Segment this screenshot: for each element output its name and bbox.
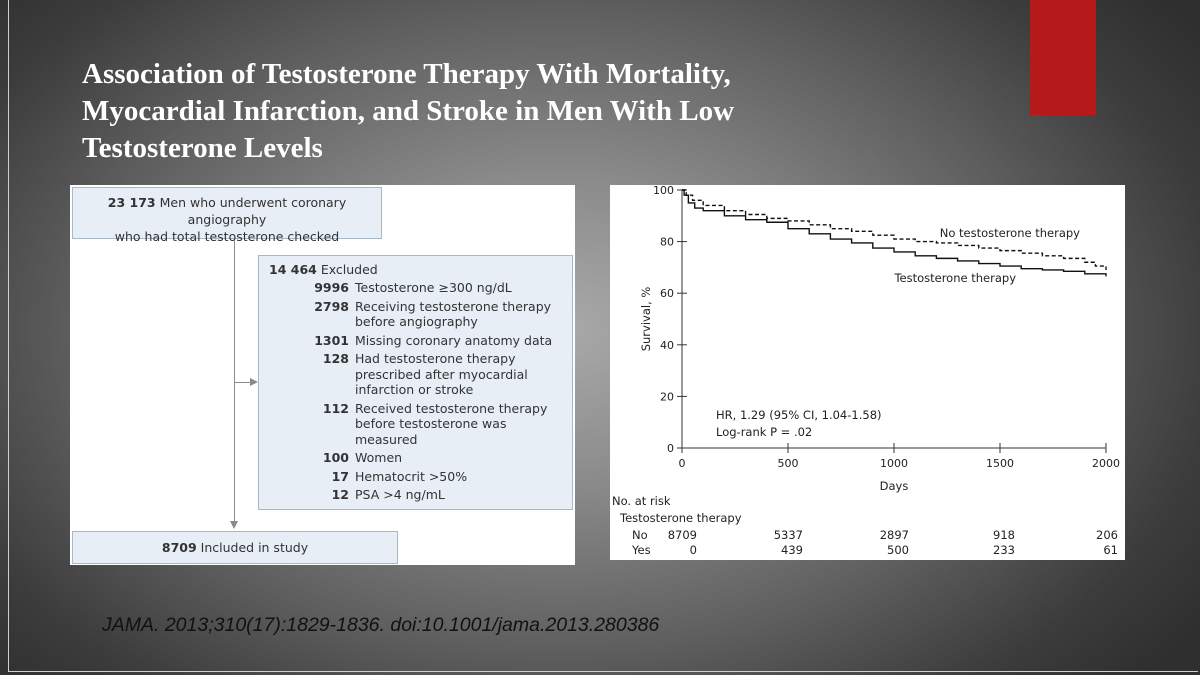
flow-arrowhead-right-icon: [250, 378, 258, 386]
risk-cell: 439: [781, 543, 803, 557]
series-label-no-testosterone: No testosterone therapy: [940, 226, 1080, 240]
y-tick-label: 40: [660, 339, 674, 352]
risk-cell: 2897: [880, 528, 909, 542]
excluded-item-count: 9996: [314, 280, 349, 295]
risk-cell: 0: [690, 543, 697, 557]
excluded-item-text: Hematocrit >50%: [355, 468, 468, 484]
x-tick-label: 2000: [1092, 457, 1120, 470]
risk-row-label: Yes: [631, 543, 651, 557]
risk-cell: 5337: [774, 528, 803, 542]
excluded-item-text: Had testosterone therapy prescribed afte…: [355, 351, 528, 397]
enrolled-line1: Men who underwent coronary angiography: [159, 195, 347, 227]
risk-cell: 8709: [668, 528, 697, 542]
slide-border: [8, 0, 1198, 672]
x-tick-label: 500: [778, 457, 799, 470]
excluded-item-count: 100: [322, 450, 349, 465]
excluded-item-text: PSA >4 ng/mL: [355, 487, 445, 502]
risk-cell: 500: [887, 543, 909, 557]
y-tick-label: 60: [660, 287, 674, 300]
title-line-2: Myocardial Infarction, and Stroke in Men…: [82, 95, 735, 127]
y-tick-label: 20: [660, 390, 674, 403]
x-tick-label: 0: [679, 457, 686, 470]
excluded-item: 112 Received testosterone therapy before …: [269, 401, 572, 448]
series-testosterone-line: [682, 189, 1107, 277]
excluded-item-text: Received testosterone therapy before tes…: [355, 400, 548, 447]
citation: JAMA. 2013;310(17):1829-1836. doi:10.100…: [102, 614, 660, 636]
x-tick-label: 1000: [880, 457, 908, 470]
series-no-testosterone-line: [682, 189, 1107, 270]
excluded-label: Excluded: [320, 262, 378, 277]
risk-cell: 233: [993, 543, 1015, 557]
excluded-item: 2798 Receiving testosterone therapy befor…: [269, 299, 572, 330]
included-label: Included in study: [200, 540, 309, 555]
enrolled-box: 23 173 Men who underwent coronary angiog…: [72, 187, 382, 244]
excluded-item-count: 128: [322, 351, 349, 366]
y-tick-label: 80: [660, 236, 674, 249]
risk-cell: 61: [1103, 543, 1118, 557]
flow-connector-vertical: [234, 240, 235, 523]
enrolled-line2: who had total testosterone checked: [114, 229, 340, 244]
x-axis-label: Days: [880, 479, 909, 493]
excluded-item: 9996 Testosterone ≥300 ng/dL: [269, 280, 572, 296]
excluded-item: 12 PSA >4 ng/mL: [269, 487, 572, 503]
annotation-logrank: Log-rank P = .02: [716, 425, 812, 439]
flow-diagram: 23 173 Men who underwent coronary angiog…: [70, 185, 575, 565]
risk-row-label: No: [632, 528, 648, 542]
risk-table-subtitle: Testosterone therapy: [619, 511, 742, 525]
accent-bar: [1030, 0, 1096, 115]
excluded-item: 100 Women: [269, 450, 572, 466]
title-line-3: Testosterone Levels: [82, 132, 323, 164]
annotation-hr: HR, 1.29 (95% CI, 1.04-1.58): [716, 408, 882, 422]
excluded-item-count: 17: [331, 468, 349, 484]
survival-chart: 0 20 40 60 80 100 0 500 1000 1500 2000 Days Survival…: [610, 185, 1125, 560]
y-axis-label: Survival, %: [639, 287, 653, 352]
x-tick-label: 1500: [986, 457, 1014, 470]
flow-arrowhead-down-icon: [230, 521, 238, 529]
y-tick-label: 0: [667, 442, 674, 455]
excluded-item-text: Receiving testosterone therapy before an…: [355, 298, 552, 330]
excluded-item-text: Missing coronary anatomy data: [355, 332, 553, 348]
excluded-item-count: 1301: [314, 332, 349, 348]
enrolled-count: 23 173: [107, 195, 156, 210]
y-tick-label: 100: [653, 185, 674, 197]
excluded-item: 128 Had testosterone therapy prescribed a…: [269, 351, 572, 398]
slide-title: Association of Testosterone Therapy With…: [82, 56, 982, 167]
excluded-item-count: 12: [331, 487, 349, 502]
excluded-item: 1301 Missing coronary anatomy data: [269, 333, 572, 349]
included-box: 8709 Included in study: [72, 531, 398, 564]
risk-table-title: No. at risk: [612, 494, 671, 508]
flow-connector-horizontal: [235, 382, 251, 383]
excluded-item-text: Women: [355, 450, 403, 465]
risk-cell: 206: [1096, 528, 1118, 542]
risk-cell: 918: [993, 528, 1015, 542]
title-line-1: Association of Testosterone Therapy With…: [82, 58, 731, 90]
excluded-list: 9996 Testosterone ≥300 ng/dL 2798 Receiving…: [269, 280, 572, 503]
excluded-item: 17 Hematocrit >50%: [269, 469, 572, 485]
excluded-item-count: 2798: [314, 298, 349, 314]
excluded-box: 14 464 Excluded 9996 Testosterone ≥300 ng…: [258, 255, 573, 510]
series-label-testosterone: Testosterone therapy: [893, 271, 1016, 285]
excluded-item-text: Testosterone ≥300 ng/dL: [355, 280, 512, 295]
included-count: 8709: [161, 540, 197, 555]
excluded-count: 14 464: [269, 262, 317, 277]
excluded-item-count: 112: [322, 400, 349, 416]
